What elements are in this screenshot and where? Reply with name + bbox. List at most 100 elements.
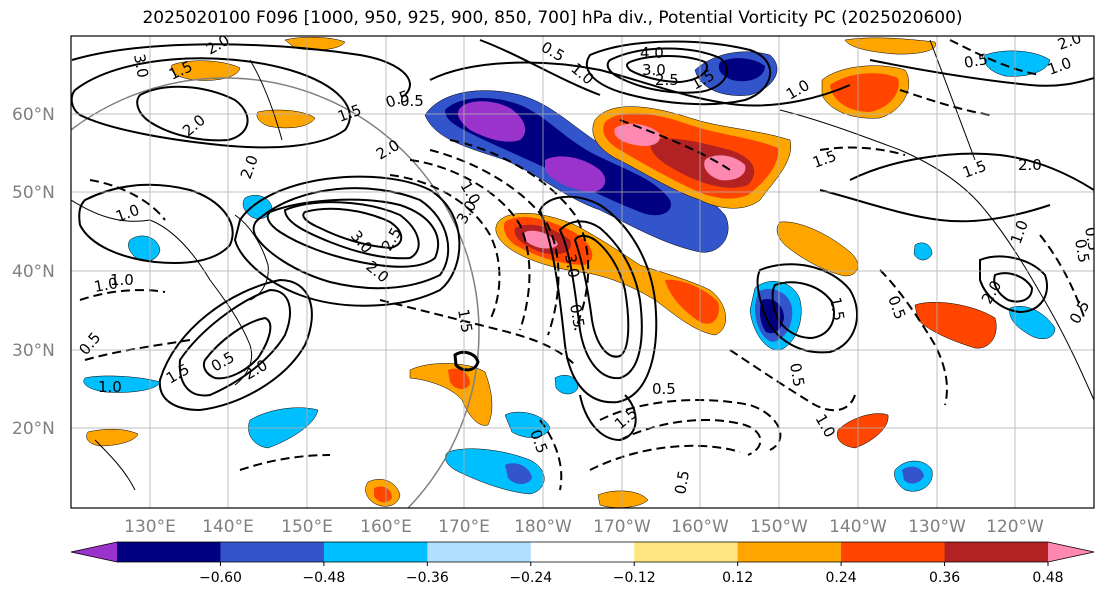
contour-solid bbox=[302, 207, 403, 250]
contour-label: 1.0 bbox=[98, 378, 122, 396]
coastline-alaska bbox=[779, 109, 986, 211]
contour-label: 2.0 bbox=[1018, 156, 1042, 174]
negative-south-1-core bbox=[505, 463, 532, 484]
positive-south-2-core bbox=[374, 486, 392, 503]
colorbar-extend-high bbox=[1048, 542, 1094, 562]
lat-label: 20°N bbox=[12, 419, 55, 439]
contour-label: 0.5 bbox=[963, 50, 990, 72]
colorbar-segment bbox=[427, 542, 532, 562]
contour-label: 0.5 bbox=[652, 380, 676, 398]
contour-solid bbox=[849, 152, 1094, 191]
contour-dashed bbox=[949, 39, 1041, 76]
coastline-philippines bbox=[94, 439, 136, 491]
colorbar-segment bbox=[530, 542, 635, 562]
contour-solid bbox=[453, 350, 480, 372]
contour-label: 1.5 bbox=[454, 308, 476, 335]
lat-labels: 60°N 50°N 40°N 30°N 20°N bbox=[12, 105, 55, 439]
positive-west-4 bbox=[86, 429, 139, 447]
lat-label: 60°N bbox=[12, 105, 55, 125]
contour-dashed bbox=[389, 174, 501, 321]
contour-solid bbox=[869, 59, 1094, 87]
range-circle bbox=[71, 77, 480, 508]
lon-label: 120°W bbox=[986, 517, 1044, 537]
colorbar-tick-label: −0.24 bbox=[509, 570, 552, 586]
contour-solid bbox=[429, 61, 851, 107]
positive-south-1 bbox=[409, 363, 493, 426]
contour-label: 2.5 bbox=[655, 71, 679, 89]
colorbar-tick-label: −0.48 bbox=[302, 570, 345, 586]
contour-solid bbox=[252, 187, 450, 290]
lon-label: 140°E bbox=[202, 517, 254, 537]
positive-east-1 bbox=[776, 221, 858, 277]
positive-south-4 bbox=[837, 413, 889, 449]
colorbar-segment bbox=[944, 542, 1049, 562]
contour-dashed bbox=[379, 299, 576, 366]
positive-ne-pink-1 bbox=[614, 123, 661, 146]
contour-solid bbox=[979, 255, 1048, 314]
contour-solid bbox=[71, 43, 411, 96]
lon-label: 180°W bbox=[514, 517, 572, 537]
contour-solid bbox=[78, 183, 234, 265]
colorbar-tick-label: 0.12 bbox=[722, 570, 753, 586]
chart-title: 2025020100 F096 [1000, 950, 925, 900, 85… bbox=[142, 8, 963, 28]
lon-label: 130°W bbox=[908, 517, 966, 537]
contour-solid bbox=[585, 40, 771, 106]
colorbar-tick-label: −0.60 bbox=[199, 570, 242, 586]
lon-label: 150°W bbox=[750, 517, 808, 537]
gridlines bbox=[71, 36, 1094, 508]
contour-dashed bbox=[89, 179, 166, 221]
colorbar-segment bbox=[117, 542, 221, 562]
colorbar-tick-label: −0.36 bbox=[406, 570, 449, 586]
contour-dashed bbox=[79, 289, 166, 301]
positive-topright-core bbox=[830, 73, 899, 112]
colorbar-ticks: −0.60 −0.48 −0.36 −0.24 −0.12 0.12 0.24 0.36 0.4… bbox=[199, 562, 1064, 586]
colorbar bbox=[70, 541, 1095, 563]
colorbar-extend-low bbox=[71, 542, 117, 562]
coastline-kamchatka bbox=[249, 59, 283, 141]
colorbar-tick-label: 0.36 bbox=[929, 570, 960, 586]
negative-band-core-2 bbox=[545, 156, 606, 192]
contour-solid bbox=[538, 195, 658, 404]
colorbar-tick-label: 0.48 bbox=[1032, 570, 1063, 586]
coastline-na-inland bbox=[929, 39, 976, 161]
coastline-asia bbox=[71, 199, 253, 386]
contour-solid bbox=[819, 189, 1051, 223]
contour-label: 1.0 bbox=[93, 274, 120, 296]
map-frame bbox=[70, 35, 1095, 509]
negative-east-dark bbox=[759, 298, 784, 334]
contour-solid bbox=[626, 55, 708, 84]
negative-band-core-1 bbox=[458, 101, 526, 142]
negative-topright-blue bbox=[984, 50, 1051, 77]
contour-label: 1.5 bbox=[826, 296, 848, 323]
contour-solid bbox=[573, 234, 630, 358]
colorbar-segment bbox=[220, 542, 325, 562]
lat-label: 40°N bbox=[12, 262, 55, 282]
colorbar-tick-label: 0.24 bbox=[826, 570, 857, 586]
contour-label: 0.5 bbox=[566, 303, 588, 330]
lon-label: 130°E bbox=[124, 517, 176, 537]
contour-dashed bbox=[729, 349, 856, 412]
negative-east-3 bbox=[913, 242, 933, 261]
contour-label: 0.5 bbox=[1071, 238, 1093, 265]
lon-label: 140°W bbox=[829, 517, 887, 537]
positive-tail bbox=[665, 279, 719, 324]
lon-label: 160°E bbox=[360, 517, 412, 537]
coastline-na-west bbox=[984, 209, 1094, 401]
negative-south-3 bbox=[554, 375, 579, 395]
contour-label: 1.0 bbox=[110, 271, 134, 289]
negative-south-4-core bbox=[902, 466, 924, 484]
contour-label: 4.0 bbox=[640, 44, 664, 62]
colorbar-segment bbox=[634, 542, 739, 562]
contour-dashed-layer bbox=[79, 39, 1086, 491]
shaded-fill-layer bbox=[83, 37, 1056, 508]
contour-dashed bbox=[409, 159, 531, 331]
colorbar-outline bbox=[70, 541, 1095, 563]
contour-dashed bbox=[619, 119, 731, 171]
contour-dashed bbox=[899, 89, 991, 116]
contour-solid bbox=[993, 272, 1034, 303]
contour-dashed bbox=[539, 419, 563, 491]
colorbar-tick-label: −0.12 bbox=[613, 570, 656, 586]
contour-dashed bbox=[239, 454, 331, 471]
coastline-layer bbox=[71, 39, 1094, 491]
